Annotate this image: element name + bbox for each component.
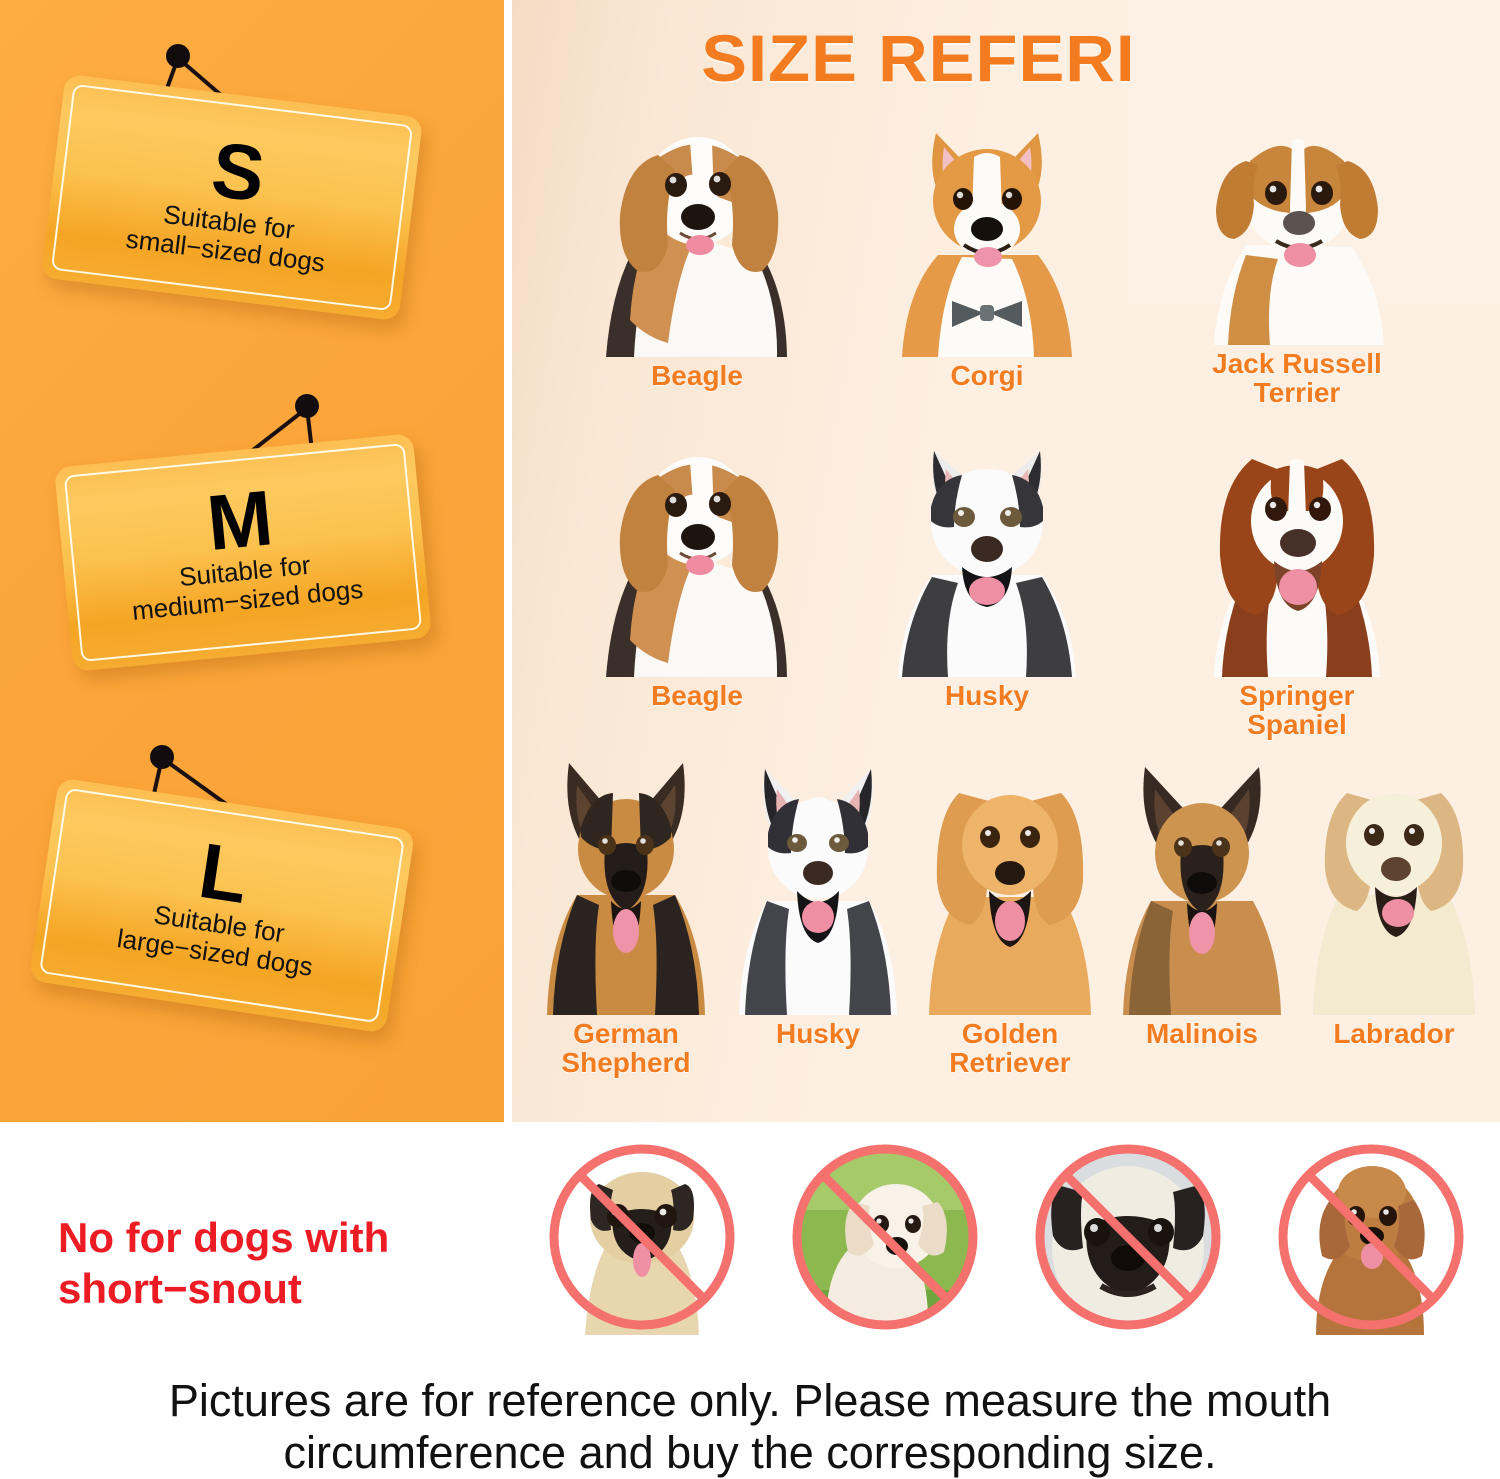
size-sub-line1-s: Suitable for [161, 199, 297, 246]
breed-reference-panel: SIZE REFERENCE [512, 0, 1500, 1122]
breed-label: German Shepherd [561, 1018, 691, 1078]
pug-face-photo [1035, 1144, 1221, 1330]
breed-row-2: Beagle [512, 425, 1500, 745]
breed-label: Corgi [950, 360, 1024, 391]
short-snout-warning: No for dogs with short−snout [58, 1212, 488, 1314]
labrador-photo [1313, 793, 1475, 1015]
size-legend-panel: S Suitable for small−sized dogs M [0, 0, 504, 1122]
breed-cell-beagle: Beagle [552, 105, 842, 391]
springer-spaniel-photo [1214, 459, 1380, 677]
breed-row-3: German Shepherd [512, 745, 1500, 1115]
beagle-photo [606, 137, 787, 357]
breed-cell-husky: Husky [718, 745, 918, 1049]
size-sub-line2-l: large−sized dogs [115, 923, 315, 983]
sign-plate-s: S Suitable for small−sized dogs [40, 73, 424, 322]
size-sub-line2-s: small−sized dogs [124, 223, 327, 279]
breed-label: Golden Retriever [949, 1018, 1071, 1078]
prohibited-item [778, 1140, 993, 1335]
brown-toy-poodle-photo [1278, 1144, 1464, 1335]
golden-retriever-photo [929, 793, 1091, 1015]
malinois-photo [1123, 767, 1281, 1015]
sign-plate-l: L Suitable for large−sized dogs [28, 777, 416, 1034]
german-shepherd-photo [547, 763, 705, 1015]
pug-sitting-photo [549, 1144, 735, 1335]
size-sign-s: S Suitable for small−sized dogs [30, 40, 450, 340]
breed-cell-husky: Husky [842, 425, 1132, 711]
beagle-photo [606, 457, 787, 677]
jack-russell-terrier-photo [1214, 139, 1384, 345]
corgi-photo [902, 133, 1072, 357]
breed-label: Beagle [651, 680, 743, 711]
size-letter-m: M [203, 473, 277, 568]
warning-line-1: No for dogs with [58, 1214, 390, 1261]
breed-cell-labrador: Labrador [1294, 745, 1494, 1049]
breed-label: Springer Spaniel [1239, 680, 1355, 740]
warning-line-2: short−snout [58, 1265, 302, 1313]
breed-label: Husky [775, 1018, 861, 1049]
breed-label: Jack Russell Terrier [1212, 348, 1382, 408]
breed-label: Malinois [1145, 1018, 1258, 1049]
breed-cell-springer-spaniel: Springer Spaniel [1132, 425, 1462, 739]
prohibited-item [1264, 1140, 1479, 1335]
breed-cell-malinois: Malinois [1102, 745, 1302, 1049]
husky-photo [898, 451, 1076, 677]
size-sub-line1-l: Suitable for [151, 899, 287, 949]
breed-cell-corgi: Corgi [842, 105, 1132, 391]
breed-cell-german-shepherd: German Shepherd [526, 745, 726, 1077]
breed-label: Husky [944, 680, 1030, 711]
footer-note: Pictures are for reference only. Please … [168, 1375, 1332, 1479]
breed-label: Labrador [1333, 1018, 1455, 1049]
sign-plate-m: M Suitable for medium−sized dogs [54, 433, 432, 672]
warning-section: No for dogs with short−snout [0, 1122, 1500, 1479]
prohibited-item [1021, 1140, 1236, 1335]
breed-row-1: Beagle [512, 105, 1500, 425]
size-sign-l: L Suitable for large−sized dogs [20, 745, 440, 1045]
breed-cell-jack-russell-terrier: Jack Russell Terrier [1132, 105, 1462, 407]
size-sub-line1-m: Suitable for [177, 550, 312, 593]
size-sub-line2-m: medium−sized dogs [130, 574, 365, 627]
white-poodle-puppy-photo [792, 1144, 978, 1330]
husky-photo [739, 769, 897, 1015]
size-sign-m: M Suitable for medium−sized dogs [45, 390, 465, 690]
prohibited-item [535, 1140, 750, 1335]
size-letter-s: S [206, 125, 270, 219]
size-letter-l: L [193, 826, 254, 921]
breed-cell-beagle: Beagle [552, 425, 842, 711]
prohibited-breeds-list [535, 1140, 1475, 1340]
breed-label: Beagle [651, 360, 743, 391]
breed-cell-golden-retriever: Golden Retriever [910, 745, 1110, 1077]
